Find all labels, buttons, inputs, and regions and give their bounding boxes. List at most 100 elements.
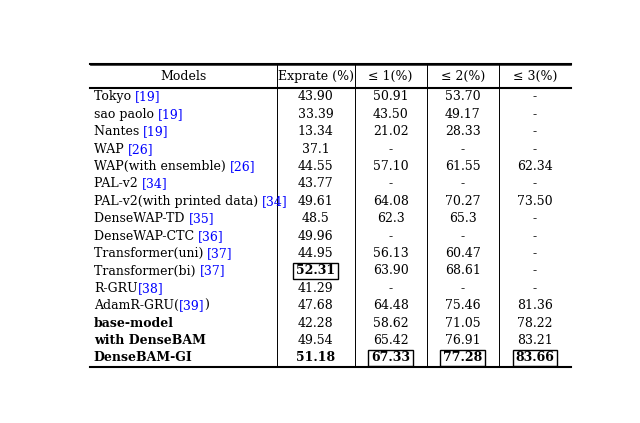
Text: Models: Models [160, 69, 206, 82]
Text: -: - [533, 177, 537, 190]
Text: [37]: [37] [207, 247, 233, 260]
Text: 64.48: 64.48 [372, 299, 408, 312]
Text: 49.54: 49.54 [298, 334, 333, 347]
Text: -: - [388, 282, 393, 295]
Text: 21.02: 21.02 [373, 125, 408, 138]
Text: [19]: [19] [143, 125, 169, 138]
Text: Transformer(bi): Transformer(bi) [94, 264, 200, 277]
Text: WAP(with ensemble): WAP(with ensemble) [94, 160, 230, 173]
Text: 53.70: 53.70 [445, 91, 481, 103]
Text: Transformer(uni): Transformer(uni) [94, 247, 207, 260]
Text: -: - [388, 177, 393, 190]
Bar [293, 263, 338, 280]
Text: 52.31: 52.31 [296, 264, 335, 277]
Text: DenseBAM-GI: DenseBAM-GI [94, 352, 193, 365]
Text: 60.47: 60.47 [445, 247, 481, 260]
Text: -: - [461, 143, 465, 156]
Text: PAL-v2(with printed data): PAL-v2(with printed data) [94, 195, 262, 208]
Text: Exprate (%): Exprate (%) [278, 69, 353, 82]
Text: 70.27: 70.27 [445, 195, 481, 208]
Text: 43.90: 43.90 [298, 91, 333, 103]
Text: -: - [533, 212, 537, 225]
Text: 43.50: 43.50 [372, 108, 408, 121]
Text: -: - [461, 177, 465, 190]
Text: PAL-v2: PAL-v2 [94, 177, 141, 190]
Text: 63.90: 63.90 [372, 264, 408, 277]
Text: 68.61: 68.61 [445, 264, 481, 277]
Text: ≤ 3(%): ≤ 3(%) [513, 69, 557, 82]
Text: 78.22: 78.22 [517, 317, 553, 330]
Text: -: - [388, 230, 393, 243]
Text: 76.91: 76.91 [445, 334, 481, 347]
Text: 13.34: 13.34 [298, 125, 333, 138]
Text: 51.18: 51.18 [296, 352, 335, 365]
Text: AdamR-GRU(: AdamR-GRU( [94, 299, 179, 312]
Text: [34]: [34] [141, 177, 168, 190]
Text: 49.61: 49.61 [298, 195, 333, 208]
Text: 28.33: 28.33 [445, 125, 481, 138]
Text: -: - [533, 230, 537, 243]
Text: DenseWAP-TD: DenseWAP-TD [94, 212, 188, 225]
Text: Nantes: Nantes [94, 125, 143, 138]
Text: 58.62: 58.62 [373, 317, 408, 330]
Text: 42.28: 42.28 [298, 317, 333, 330]
Text: 56.13: 56.13 [372, 247, 408, 260]
Text: 62.3: 62.3 [377, 212, 404, 225]
Text: 77.28: 77.28 [443, 352, 483, 365]
Text: with DenseBAM: with DenseBAM [94, 334, 206, 347]
Text: -: - [533, 91, 537, 103]
Text: [19]: [19] [158, 108, 184, 121]
Text: [37]: [37] [200, 264, 225, 277]
Text: -: - [533, 125, 537, 138]
Text: Tokyo: Tokyo [94, 91, 135, 103]
Text: 65.42: 65.42 [373, 334, 408, 347]
Text: [26]: [26] [230, 160, 255, 173]
Text: 73.50: 73.50 [517, 195, 553, 208]
Text: [36]: [36] [198, 230, 224, 243]
Text: -: - [533, 264, 537, 277]
Text: 67.33: 67.33 [371, 352, 410, 365]
Text: 61.55: 61.55 [445, 160, 481, 173]
Text: -: - [533, 108, 537, 121]
Text: 57.10: 57.10 [373, 160, 408, 173]
Text: -: - [533, 247, 537, 260]
Text: 44.95: 44.95 [298, 247, 333, 260]
Text: -: - [461, 282, 465, 295]
Text: WAP: WAP [94, 143, 127, 156]
Text: 49.96: 49.96 [298, 230, 333, 243]
Text: R-GRU: R-GRU [94, 282, 138, 295]
Text: 83.21: 83.21 [517, 334, 553, 347]
Text: sao paolo: sao paolo [94, 108, 158, 121]
Text: [34]: [34] [262, 195, 288, 208]
Text: 41.29: 41.29 [298, 282, 333, 295]
Text: ≤ 2(%): ≤ 2(%) [441, 69, 485, 82]
Text: ≤ 1(%): ≤ 1(%) [369, 69, 413, 82]
Text: 37.1: 37.1 [301, 143, 330, 156]
Text: ): ) [205, 299, 209, 312]
Text: DenseWAP-CTC: DenseWAP-CTC [94, 230, 198, 243]
Text: 49.17: 49.17 [445, 108, 481, 121]
Text: 83.66: 83.66 [515, 352, 554, 365]
Text: base-model: base-model [94, 317, 174, 330]
Text: 33.39: 33.39 [298, 108, 333, 121]
Bar [440, 349, 485, 366]
Text: 62.34: 62.34 [517, 160, 553, 173]
Text: 75.46: 75.46 [445, 299, 481, 312]
Text: 43.77: 43.77 [298, 177, 333, 190]
Text: -: - [533, 143, 537, 156]
Text: -: - [461, 230, 465, 243]
Text: [35]: [35] [188, 212, 214, 225]
Text: -: - [533, 282, 537, 295]
Text: [19]: [19] [135, 91, 161, 103]
Text: [26]: [26] [127, 143, 153, 156]
Text: -: - [388, 143, 393, 156]
Text: 48.5: 48.5 [301, 212, 330, 225]
Text: 64.08: 64.08 [372, 195, 408, 208]
Text: 65.3: 65.3 [449, 212, 477, 225]
Text: [39]: [39] [179, 299, 205, 312]
Bar [368, 349, 413, 366]
Text: 44.55: 44.55 [298, 160, 333, 173]
Text: [38]: [38] [138, 282, 163, 295]
Text: 47.68: 47.68 [298, 299, 333, 312]
Text: 71.05: 71.05 [445, 317, 481, 330]
